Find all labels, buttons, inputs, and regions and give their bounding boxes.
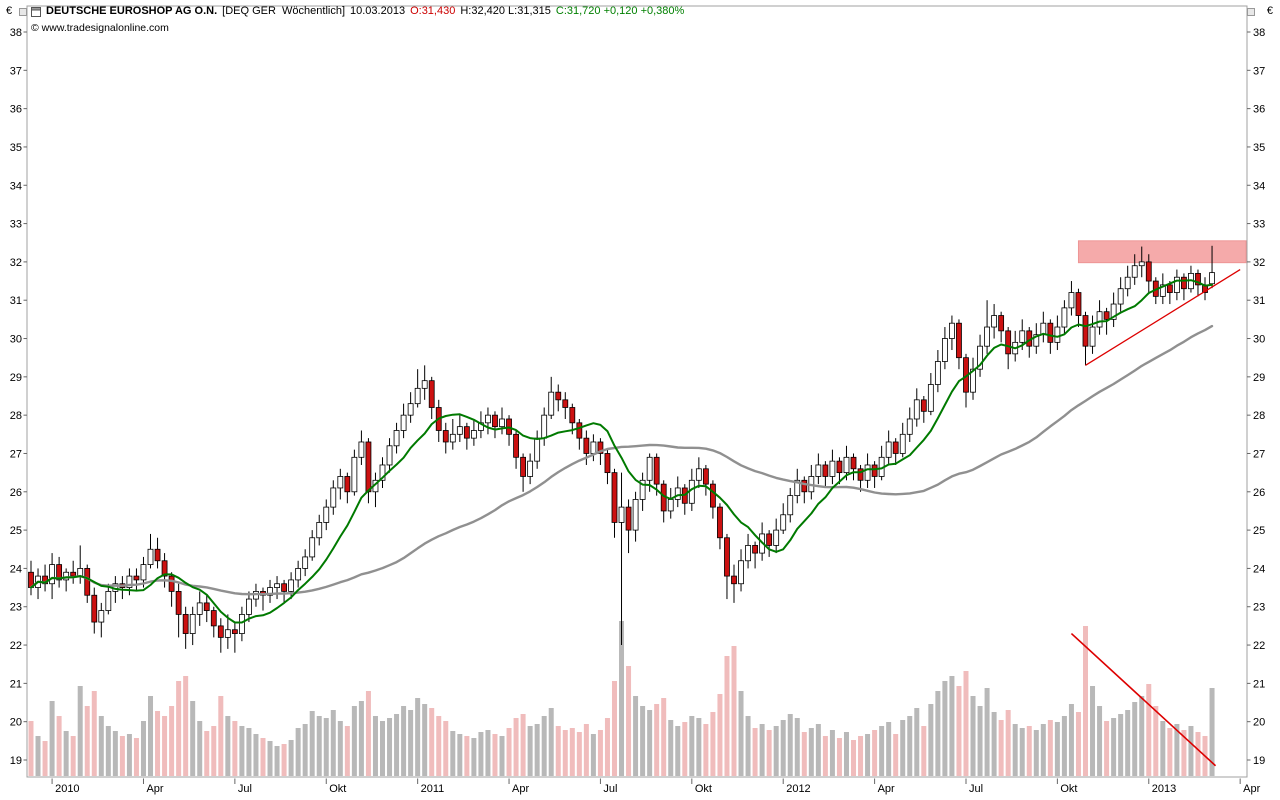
price-axis-label-right: 38: [1253, 27, 1265, 39]
quote-open: O:31,430: [410, 5, 456, 17]
quote-high-low: H:32,420 L:31,315: [460, 5, 551, 17]
price-axis-label-right: 31: [1253, 295, 1265, 307]
chart-window-icon[interactable]: [31, 6, 41, 17]
price-axis-label-right: 22: [1253, 640, 1265, 652]
price-axis-label-left: 30: [10, 334, 22, 346]
price-axis-label-right: 35: [1253, 142, 1265, 154]
axis-lock-icon-right[interactable]: [1247, 8, 1255, 16]
candles-layer: [28, 245, 1215, 653]
price-axis-label-left: 22: [10, 640, 22, 652]
time-axis-label: Jul: [238, 783, 252, 795]
price-axis-label-right: 29: [1253, 372, 1265, 384]
ascending-trendline[interactable]: [1085, 269, 1241, 366]
time-axis-label: Apr: [1243, 783, 1260, 795]
price-axis-label-left: 19: [10, 755, 22, 767]
price-axis-label-left: 20: [10, 717, 22, 729]
time-axis-label: 2013: [1152, 783, 1176, 795]
time-axis-label: Jul: [603, 783, 617, 795]
price-axis-label-right: 25: [1253, 525, 1265, 537]
price-axis-label-left: 25: [10, 525, 22, 537]
ma-slow-line: [29, 324, 1214, 596]
axis-lock-icon-left[interactable]: [19, 8, 27, 16]
quote-close-change: C:31,720 +0,120 +0,380%: [555, 5, 685, 17]
price-axis-label-left: 35: [10, 142, 22, 154]
price-axis-label-right: 37: [1253, 65, 1265, 77]
price-axis-label-left: 32: [10, 257, 22, 269]
price-axis-label-left: 37: [10, 65, 22, 77]
time-axis-label: Jul: [969, 783, 983, 795]
quote-date: 10.03.2013: [350, 5, 406, 17]
price-axis-label-left: 27: [10, 448, 22, 460]
ma-fast-line: [30, 279, 1213, 624]
price-axis-label-left: 36: [10, 104, 22, 116]
price-axis: 38 38 37 37 36 36 35 35 34 34 33 33 32 32 31 31 30 30 29 29…: [10, 27, 1266, 767]
price-axis-label-right: 20: [1253, 717, 1265, 729]
price-axis-label-right: 24: [1253, 563, 1265, 575]
instrument-name: DEUTSCHE EUROSHOP AG O.N.: [46, 5, 218, 17]
price-axis-label-left: 26: [10, 487, 22, 499]
price-axis-label-left: 28: [10, 410, 22, 422]
time-axis-label: Okt: [1060, 783, 1077, 795]
time-axis-label: Okt: [695, 783, 712, 795]
price-axis-label-left: 21: [10, 678, 22, 690]
time-axis-label: Okt: [329, 783, 346, 795]
time-axis: 2010 Apr Jul Okt 2011 Apr Jul Okt 2012 Apr Jul Okt 2…: [51, 778, 1261, 795]
copyright-text: © www.tradesignalonline.com: [31, 22, 169, 34]
price-axis-label-left: 23: [10, 602, 22, 614]
time-axis-label: 2010: [55, 783, 79, 795]
descending-trendline[interactable]: [1070, 632, 1217, 767]
price-axis-label-right: 28: [1253, 410, 1265, 422]
time-axis-label: Apr: [146, 783, 163, 795]
price-axis-label-right: 34: [1253, 180, 1265, 192]
price-axis-label-right: 32: [1253, 257, 1265, 269]
price-axis-label-left: 29: [10, 372, 22, 384]
plot-border: [26, 5, 1248, 778]
price-axis-label-right: 27: [1253, 448, 1265, 460]
price-axis-label-right: 36: [1253, 104, 1265, 116]
price-axis-label-left: 33: [10, 219, 22, 231]
price-axis-label-right: 19: [1253, 755, 1265, 767]
time-axis-label: Apr: [878, 783, 895, 795]
price-axis-label-right: 23: [1253, 602, 1265, 614]
price-axis-label-right: 26: [1253, 487, 1265, 499]
currency-symbol-left: €: [6, 5, 13, 17]
price-axis-label-left: 31: [10, 295, 22, 307]
chart-legend: DEUTSCHE EUROSHOP AG O.N. [DEQ GER Wöche…: [31, 5, 689, 18]
time-axis-label: 2012: [786, 783, 810, 795]
price-axis-label-right: 21: [1253, 678, 1265, 690]
time-axis-label: 2011: [421, 783, 445, 795]
price-axis-label-right: 33: [1253, 219, 1265, 231]
resistance-zone[interactable]: [1077, 240, 1247, 264]
price-axis-label-left: 38: [10, 27, 22, 39]
volume-layer: [28, 621, 1215, 776]
feed-interval: [DEQ GER Wöchentlich]: [222, 5, 346, 17]
time-axis-label: Apr: [512, 783, 529, 795]
price-axis-label-left: 24: [10, 563, 22, 575]
price-axis-label-left: 34: [10, 180, 22, 192]
currency-symbol-right: €: [1266, 5, 1273, 17]
price-axis-label-right: 30: [1253, 334, 1265, 346]
